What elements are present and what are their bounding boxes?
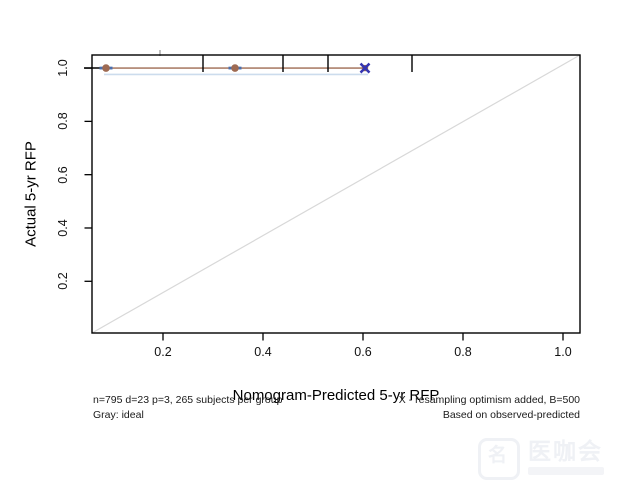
watermark-logo-icon: 名 [478,438,520,480]
calibration-point [102,64,110,72]
y-tick-label: 0.4 [56,219,70,237]
watermark-text-column: 医咖会 [528,438,604,475]
x-axis-title: Nomogram-Predicted 5-yr RFP [232,387,440,404]
calibration-point-x-icon [359,62,371,74]
x-tick-label: 0.8 [454,345,472,359]
x-tick-label: 0.6 [354,345,372,359]
calibration-point [231,64,239,72]
y-tick-label: 0.6 [56,165,70,184]
y-tick-label: 0.8 [56,112,70,131]
annotation-resampling-optimism: X - resampling optimism added, B=500 [398,394,580,406]
ideal-line [91,54,581,334]
annotation-gray-ideal: Gray: ideal [93,409,144,421]
y-tick-label: 0.2 [56,272,70,290]
y-axis-title: Actual 5-yr RFP [22,141,40,247]
watermark-subtext [528,467,604,475]
watermark-glyph: 名 [488,445,508,466]
x-tick-label: 0.2 [154,345,172,359]
annotation-based-on: Based on observed-predicted [442,409,580,421]
annotation-sample-size: n=795 d=23 p=3, 265 subjects per group [93,394,283,406]
x-tick-label: 0.4 [254,345,272,359]
x-tick-label: 1.0 [554,345,572,359]
plot-border [91,54,581,334]
watermark: 名 医咖会 [478,438,604,480]
y-tick-label: 1.0 [56,59,70,77]
watermark-text: 医咖会 [528,438,603,464]
